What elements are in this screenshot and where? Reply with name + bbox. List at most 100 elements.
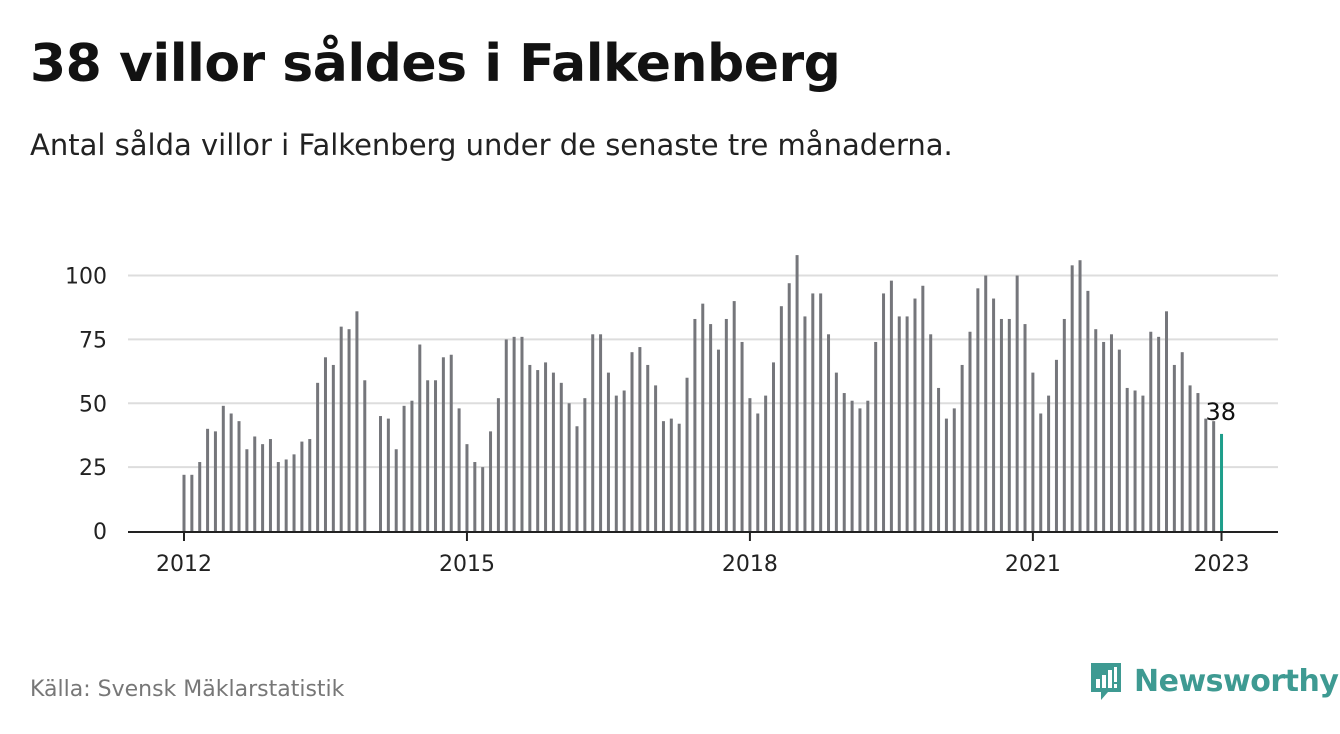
bar	[512, 336, 516, 531]
bar	[874, 341, 878, 531]
bar	[850, 400, 854, 531]
bar	[575, 426, 579, 531]
bar	[221, 405, 225, 531]
bar	[528, 364, 532, 531]
bar	[929, 334, 933, 531]
bar	[1039, 413, 1043, 531]
bar	[795, 255, 799, 532]
bar	[1180, 352, 1184, 531]
bar	[1188, 385, 1192, 531]
y-tick-label: 75	[79, 328, 107, 353]
bar	[331, 364, 335, 531]
bar	[976, 288, 980, 531]
bar	[732, 301, 736, 531]
bar	[457, 408, 461, 531]
bar	[1086, 290, 1090, 531]
bar	[253, 436, 257, 531]
bar	[308, 439, 312, 531]
bar	[473, 462, 477, 531]
bar	[646, 364, 650, 531]
bar	[268, 439, 272, 531]
bar	[1125, 387, 1129, 531]
x-tick-label: 2023	[1194, 552, 1250, 577]
bar	[756, 413, 760, 531]
bar	[748, 398, 752, 531]
bar	[536, 370, 540, 531]
bar	[316, 382, 320, 531]
bar	[693, 318, 697, 531]
bar	[889, 280, 893, 531]
y-tick-label: 0	[93, 520, 107, 545]
bar	[716, 349, 720, 531]
page-title: 38 villor såldes i Falkenberg	[30, 34, 841, 94]
bar	[921, 285, 925, 531]
bar	[685, 377, 689, 531]
bar	[599, 334, 603, 531]
bar	[960, 364, 964, 531]
bar	[182, 474, 186, 531]
bar	[654, 385, 658, 531]
bar	[740, 341, 744, 531]
bar-latest	[1220, 433, 1224, 531]
bar	[1047, 395, 1051, 531]
source-note: Källa: Svensk Mäklarstatistik	[30, 677, 345, 702]
bar	[323, 357, 327, 531]
bar	[410, 400, 414, 531]
bar	[803, 316, 807, 531]
x-tick-label: 2012	[156, 552, 212, 577]
bar	[434, 380, 438, 531]
bar	[559, 382, 563, 531]
bar	[489, 431, 493, 531]
bar	[968, 331, 972, 531]
bar	[834, 372, 838, 531]
bar	[284, 459, 288, 531]
bar	[300, 441, 304, 531]
bar	[1023, 324, 1027, 531]
bar	[905, 316, 909, 531]
bar	[1015, 275, 1019, 531]
bar	[402, 405, 406, 531]
y-tick-label: 25	[79, 456, 107, 481]
bar	[709, 324, 713, 531]
bar	[701, 303, 705, 531]
bar	[229, 413, 233, 531]
bar	[245, 449, 249, 531]
bar	[1149, 331, 1153, 531]
bar	[677, 423, 681, 531]
bar	[819, 293, 823, 531]
bar	[363, 380, 367, 531]
bar	[544, 362, 548, 531]
bar	[1109, 334, 1113, 531]
bar	[661, 421, 665, 531]
bar	[567, 403, 571, 531]
bar	[190, 474, 194, 531]
bar	[606, 372, 610, 531]
bar	[630, 352, 634, 531]
bar	[724, 318, 728, 531]
bar	[213, 431, 217, 531]
bar	[1204, 418, 1208, 531]
bar	[1031, 372, 1035, 531]
brand: Newsworthy	[1088, 660, 1339, 702]
bar	[858, 408, 862, 531]
bar	[638, 347, 642, 531]
bar	[842, 393, 846, 531]
bar	[1157, 336, 1161, 531]
bar	[449, 354, 453, 531]
bar	[292, 454, 296, 531]
bar	[1007, 318, 1011, 531]
bar	[198, 462, 202, 531]
bar	[481, 467, 485, 531]
bar	[944, 418, 948, 531]
bar	[276, 462, 280, 531]
bar	[984, 275, 988, 531]
bar	[583, 398, 587, 531]
bar	[913, 298, 917, 531]
bar	[206, 428, 210, 531]
x-tick-label: 2018	[722, 552, 778, 577]
bar	[496, 398, 500, 531]
bar	[520, 336, 524, 531]
brand-name: Newsworthy	[1134, 663, 1339, 699]
bar	[1172, 364, 1176, 531]
bar	[591, 334, 595, 531]
